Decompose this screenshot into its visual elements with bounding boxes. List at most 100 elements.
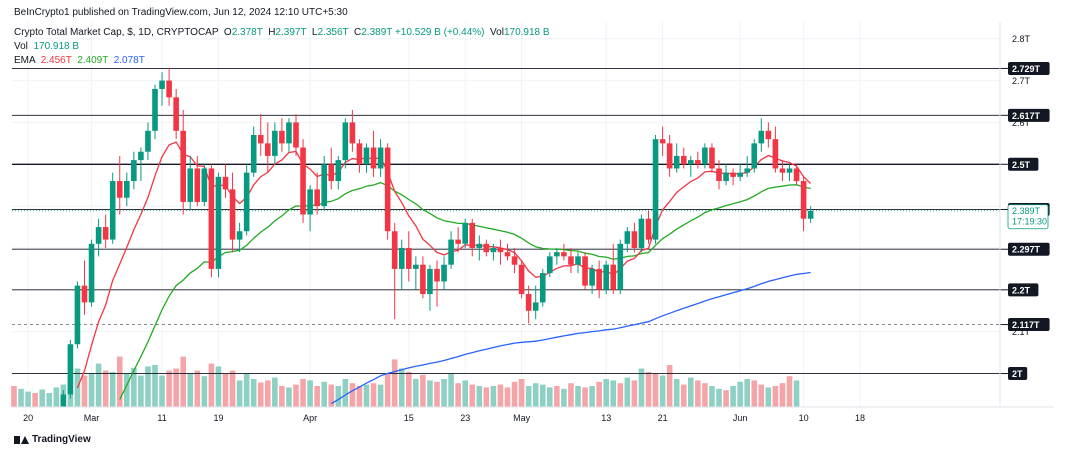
volume-bar — [265, 380, 271, 407]
time-tick-label: Jun — [733, 413, 748, 423]
candle-body — [568, 256, 574, 265]
candle-body — [67, 344, 74, 395]
candle-body — [793, 168, 800, 182]
volume-bar — [469, 384, 476, 407]
level-label: 2.729T — [1012, 64, 1041, 74]
level-label-box — [1008, 157, 1039, 171]
candle-body — [695, 160, 701, 165]
volume-bar — [673, 379, 680, 407]
candle-body — [370, 147, 377, 169]
volume-bar — [504, 387, 511, 407]
volume-bar — [765, 387, 772, 407]
volume-bar — [314, 386, 320, 407]
volume-bar — [680, 384, 687, 407]
symbol-title[interactable]: Crypto Total Market Cap, $, 1D, CRYPTOCA… — [14, 27, 219, 38]
volume-bar — [124, 373, 130, 407]
volume-bar — [490, 386, 497, 407]
volume-bar — [758, 384, 765, 407]
candle-body — [180, 130, 186, 202]
time-axis[interactable]: 20 Mar 11 19 Apr 15 23 May 13 21 Jun 10 18 — [23, 413, 865, 423]
ema-slow-line — [330, 271, 811, 405]
ohlc-close: C2.389T — [351, 27, 393, 38]
volume-bar — [610, 380, 617, 407]
candle-body — [575, 256, 581, 265]
volume-bar — [596, 381, 602, 407]
level-label: 2.297T — [1012, 245, 1041, 255]
volume-bar — [95, 363, 102, 407]
candle-body — [610, 264, 617, 290]
candle-body — [554, 252, 560, 257]
candle-body — [102, 227, 109, 240]
candle-body — [236, 231, 243, 240]
volume-bar — [582, 387, 588, 407]
volume-bar — [554, 386, 560, 407]
volume-bar — [709, 386, 715, 407]
time-tick-label: 18 — [855, 413, 865, 423]
volume-bar — [539, 384, 546, 407]
volume-bar — [398, 368, 405, 407]
candle-body — [758, 130, 765, 144]
candle-body — [709, 147, 715, 169]
candle-body — [589, 268, 595, 286]
volume-bar — [25, 391, 31, 407]
candle-body — [617, 243, 624, 290]
candle-body — [194, 168, 201, 202]
candle-body — [441, 264, 447, 282]
volume-legend-name: Vol — [14, 41, 28, 52]
candle-body — [159, 80, 165, 89]
level-labels: 2.729T2.617T2.5T2.392T2.297T2.2T2.117T2T… — [1007, 61, 1050, 381]
volume-bar — [518, 379, 525, 407]
candle-body — [243, 172, 250, 232]
candle-body — [187, 168, 194, 202]
publisher-text: BeInCrypto1 published on TradingView.com… — [14, 7, 348, 18]
price-tick-label: 2.7T — [1012, 76, 1031, 86]
candle-body — [116, 181, 123, 198]
volume-bar — [370, 383, 377, 407]
time-tick-label: 13 — [601, 413, 611, 423]
volume-bar — [81, 375, 88, 407]
volume-bar — [180, 356, 186, 407]
candle-body — [300, 147, 306, 215]
candle-body — [406, 247, 412, 269]
candle-body — [222, 176, 229, 190]
ohlc-open: O2.378T — [221, 27, 263, 38]
volume-bar — [406, 372, 412, 407]
volume-bar — [11, 386, 17, 407]
volume-bar — [88, 373, 95, 407]
time-tick-label: May — [513, 413, 531, 423]
level-label: 2.617T — [1012, 111, 1041, 121]
volume-bar — [391, 359, 398, 407]
time-tick-label: 11 — [157, 413, 166, 423]
candle-body — [518, 264, 525, 295]
volume-bar — [695, 380, 701, 407]
volume-bar — [497, 384, 504, 407]
price-tick-label: 2.8T — [1012, 34, 1031, 44]
candle-body — [547, 256, 553, 274]
candle-body — [659, 139, 666, 144]
time-tick-label: 10 — [799, 413, 809, 423]
candle-body — [800, 181, 807, 219]
candle-body — [476, 243, 483, 248]
volume-bar — [723, 390, 729, 407]
volume-bar — [603, 379, 609, 407]
ema-legend-slow: 2.078T — [113, 55, 145, 66]
volume-legend[interactable]: Vol 170.918 B — [14, 41, 79, 52]
level-label: 2.5T — [1012, 160, 1031, 170]
candle-body — [807, 210, 814, 219]
volume-bar — [222, 373, 229, 407]
level-label-box — [1008, 61, 1050, 75]
volume-bar — [688, 377, 694, 407]
volume-bar — [356, 386, 363, 407]
candle-body — [772, 139, 779, 169]
tradingview-brand[interactable]: TradingView — [14, 434, 91, 445]
candle-body — [638, 218, 645, 248]
volume-bar — [744, 379, 750, 407]
ema-legend[interactable]: EMA 2.456T 2.409T 2.078T — [14, 55, 145, 66]
candle-body — [95, 227, 102, 244]
candle-body — [363, 147, 370, 165]
price-tick-label: 2.1T — [1012, 327, 1031, 337]
candle-body — [377, 147, 384, 169]
horizontal-levels — [12, 67, 1008, 375]
candle-body — [497, 247, 504, 253]
